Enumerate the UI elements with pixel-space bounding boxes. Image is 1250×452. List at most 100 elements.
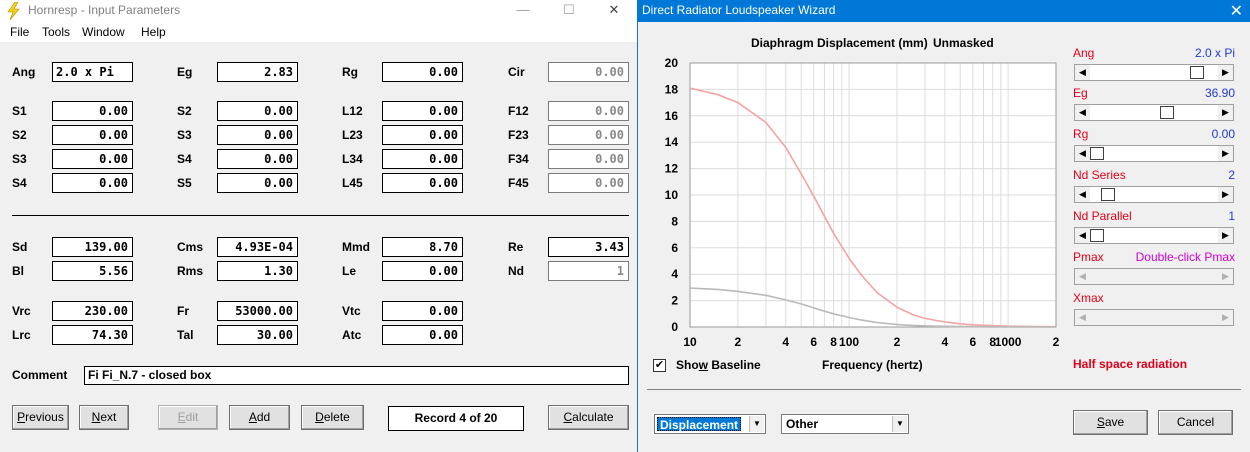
menu-help[interactable]: Help (141, 25, 166, 39)
x-tick-label: 6 (969, 335, 976, 349)
slider-track (1090, 269, 1218, 284)
field-s4[interactable]: 0.00 (52, 173, 133, 193)
field-l23[interactable]: 0.00 (382, 125, 463, 145)
arrow-right-icon[interactable]: ▶ (1222, 230, 1229, 240)
arrow-right-icon[interactable]: ▶ (1222, 148, 1229, 158)
menu-tools[interactable]: Tools (42, 25, 71, 39)
slider-thumb[interactable] (1090, 229, 1104, 242)
slider-track[interactable] (1090, 65, 1218, 80)
minimize-button[interactable]: — (516, 2, 530, 17)
nd-parallel-value: 1 (1228, 209, 1235, 223)
save-button[interactable]: Save (1073, 410, 1148, 435)
slider-thumb[interactable] (1090, 147, 1104, 160)
arrow-right-icon: ▶ (1222, 271, 1229, 281)
field-l45[interactable]: 0.00 (382, 173, 463, 193)
show-baseline-label[interactable]: Show Baseline (676, 358, 761, 372)
slider-track (1090, 310, 1218, 325)
label-f12: F12 (508, 104, 529, 118)
nd-series-label: Nd Series (1073, 168, 1126, 182)
field-mmd[interactable]: 8.70 (382, 237, 463, 257)
xmax-slider: ◀ ▶ (1074, 309, 1234, 326)
field-fr[interactable]: 53000.00 (217, 301, 298, 321)
label-f23: F23 (508, 128, 529, 142)
menu-window[interactable]: Window (82, 25, 125, 39)
field-s5[interactable]: 0.00 (217, 173, 298, 193)
wizard-title-bar[interactable]: Direct Radiator Loudspeaker Wizard ✕ (638, 0, 1250, 22)
field-lrc[interactable]: 74.30 (52, 325, 133, 345)
arrow-left-icon[interactable]: ◀ (1079, 230, 1086, 240)
x-tick-label: 6 (810, 335, 817, 349)
field-s4[interactable]: 0.00 (217, 149, 298, 169)
slider-thumb[interactable] (1160, 106, 1174, 119)
field-s2[interactable]: 0.00 (217, 101, 298, 121)
field-vrc[interactable]: 230.00 (52, 301, 133, 321)
ang-slider[interactable]: ◀ ▶ (1074, 64, 1234, 81)
slider-track[interactable] (1090, 146, 1218, 161)
rg-slider[interactable]: ◀ ▶ (1074, 145, 1234, 162)
previous-button[interactable]: Previous (12, 405, 69, 430)
calculate-button[interactable]: Calculate (548, 405, 629, 430)
add-button[interactable]: Add (229, 405, 290, 430)
arrow-left-icon[interactable]: ◀ (1079, 107, 1086, 117)
cancel-button[interactable]: Cancel (1158, 410, 1233, 435)
field-l12[interactable]: 0.00 (382, 101, 463, 121)
x-tick-label: 2 (735, 335, 742, 349)
chevron-down-icon[interactable]: ▼ (892, 416, 907, 432)
field-atc[interactable]: 0.00 (382, 325, 463, 345)
menu-file[interactable]: File (10, 25, 30, 39)
plot-mode[interactable]: Unmasked (933, 36, 994, 50)
label-vtc: Vtc (342, 304, 361, 318)
eg-slider[interactable]: ◀ ▶ (1074, 104, 1234, 121)
field-le[interactable]: 0.00 (382, 261, 463, 281)
nd-parallel-slider[interactable]: ◀ ▶ (1074, 227, 1234, 244)
comment-field[interactable]: Fi Fi_N.7 - closed box (84, 366, 629, 385)
close-button[interactable]: ✕ (608, 2, 620, 17)
field-s3[interactable]: 0.00 (52, 149, 133, 169)
field-rg[interactable]: 0.00 (382, 62, 463, 82)
field-s1[interactable]: 0.00 (52, 101, 133, 121)
y-tick-label: 6 (671, 241, 678, 255)
y-tick-label: 18 (665, 82, 679, 96)
field-ang[interactable]: 2.0 x Pi (52, 62, 133, 82)
edit-button: Edit (158, 405, 218, 430)
next-button[interactable]: Next (79, 405, 129, 430)
arrow-left-icon[interactable]: ◀ (1079, 189, 1086, 199)
nd-series-slider[interactable]: ◀ ▶ (1074, 186, 1234, 203)
slider-thumb[interactable] (1190, 66, 1204, 79)
slider-track[interactable] (1090, 105, 1218, 120)
pmax-hint[interactable]: Double-click Pmax (1135, 250, 1235, 264)
plot-type-value: Displacement (657, 417, 742, 432)
field-l34[interactable]: 0.00 (382, 149, 463, 169)
eg-value: 36.90 (1204, 86, 1235, 100)
maximize-button[interactable]: ☐ (563, 2, 575, 17)
close-icon[interactable]: ✕ (1229, 3, 1243, 20)
field-s3[interactable]: 0.00 (217, 125, 298, 145)
field-bl[interactable]: 5.56 (52, 261, 133, 281)
field-sd[interactable]: 139.00 (52, 237, 133, 257)
arrow-right-icon[interactable]: ▶ (1222, 107, 1229, 117)
delete-button[interactable]: Delete (301, 405, 364, 430)
arrow-left-icon[interactable]: ◀ (1079, 67, 1086, 77)
menu-bar: File Tools Window Help (0, 22, 637, 42)
arrow-right-icon[interactable]: ▶ (1222, 189, 1229, 199)
slider-track[interactable] (1090, 228, 1218, 243)
slider-track[interactable] (1090, 187, 1218, 202)
field-re[interactable]: 3.43 (548, 237, 629, 257)
arrow-left-icon[interactable]: ◀ (1079, 148, 1086, 158)
arrow-right-icon[interactable]: ▶ (1222, 67, 1229, 77)
field-rms[interactable]: 1.30 (217, 261, 298, 281)
rg-value: 0.00 (1211, 127, 1235, 141)
window-title: Hornresp - Input Parameters (28, 3, 181, 17)
title-bar[interactable]: Hornresp - Input Parameters — ☐ ✕ (0, 0, 637, 22)
chevron-down-icon[interactable]: ▼ (749, 416, 764, 432)
show-baseline-checkbox[interactable]: ✔ (653, 359, 666, 372)
label-l23: L23 (342, 128, 363, 142)
field-cms[interactable]: 4.93E-04 (217, 237, 298, 257)
other-select[interactable]: Other ▼ (781, 414, 909, 434)
field-vtc[interactable]: 0.00 (382, 301, 463, 321)
field-eg[interactable]: 2.83 (217, 62, 298, 82)
slider-thumb[interactable] (1101, 188, 1115, 201)
plot-type-select[interactable]: Displacement ▼ (654, 414, 766, 434)
field-s2[interactable]: 0.00 (52, 125, 133, 145)
field-tal[interactable]: 30.00 (217, 325, 298, 345)
